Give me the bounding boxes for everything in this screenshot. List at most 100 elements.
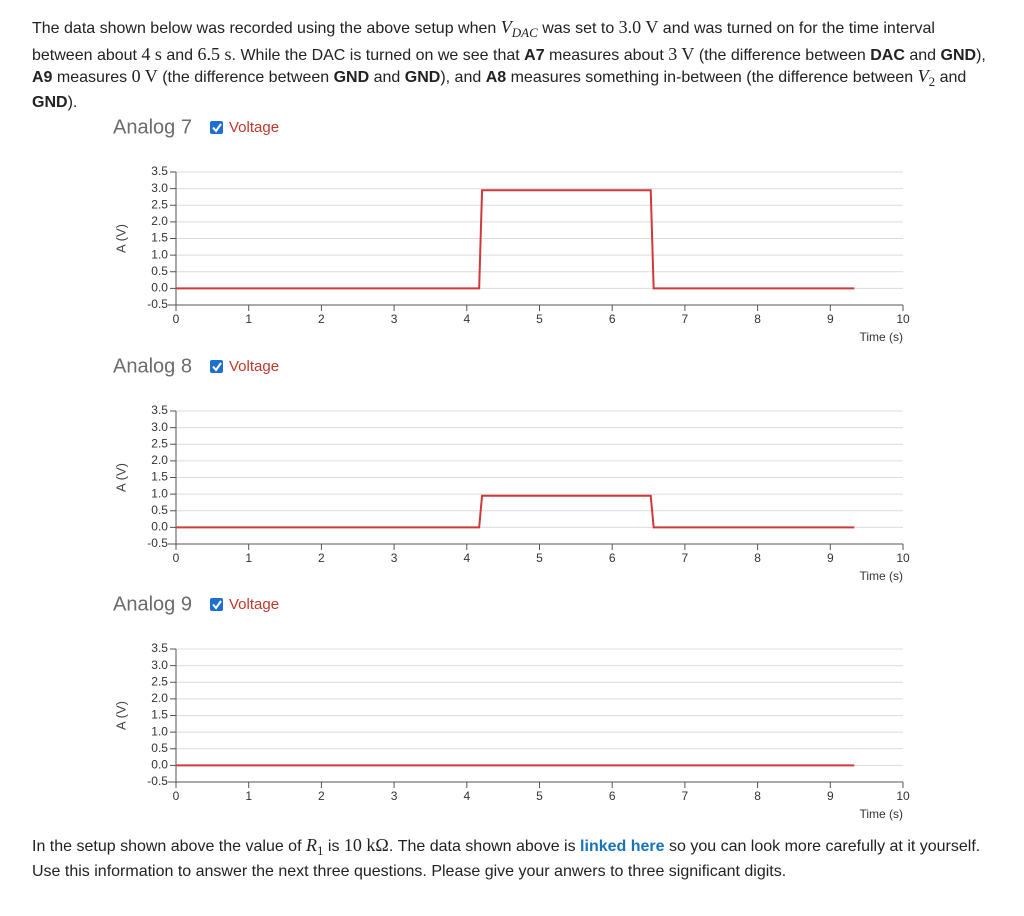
bold-text: A8 — [485, 69, 507, 87]
x-tick-label: 8 — [754, 789, 761, 803]
y-tick-label: 2.0 — [151, 453, 168, 467]
bold-text: GND — [32, 93, 68, 111]
bold-text: DAC — [870, 46, 905, 64]
x-tick-label: 9 — [827, 312, 834, 326]
text: and was turned on for the time interval … — [32, 20, 935, 64]
x-axis-label: Time (s) — [859, 807, 903, 821]
x-tick-label: 1 — [245, 312, 252, 326]
y-tick-label: 1.5 — [151, 469, 168, 483]
math: 4 s — [141, 43, 162, 64]
checkmark — [212, 123, 222, 133]
bold-text: A9 — [32, 69, 53, 87]
x-tick-label: 10 — [896, 789, 910, 803]
bold-text: GND — [404, 69, 441, 87]
x-tick-label: 6 — [609, 789, 616, 803]
bold-text: GND — [940, 46, 977, 64]
text: (the difference between — [157, 69, 334, 87]
checkmark — [212, 361, 222, 372]
x-tick-label: 7 — [682, 312, 689, 326]
y-tick-label: 2.5 — [151, 674, 168, 688]
y-axis-label: A (V) — [113, 463, 128, 492]
chart-title: Analog 7 — [113, 116, 192, 138]
x-tick-label: 7 — [682, 551, 689, 565]
bold-text: GND — [333, 69, 370, 87]
outro-paragraph: In the setup shown above the value of R1… — [32, 835, 994, 882]
x-tick-label: 3 — [391, 789, 398, 803]
checkbox — [210, 359, 223, 373]
math: V — [917, 66, 929, 87]
text: In the setup shown above the value of — [32, 838, 306, 855]
chart-title: Analog 9 — [113, 593, 192, 615]
text: was set to — [537, 20, 619, 37]
checkbox — [210, 121, 223, 134]
x-tick-label: 8 — [754, 551, 761, 565]
text: and — [369, 69, 405, 87]
text: so you can look more carefully at it you… — [32, 838, 981, 880]
x-tick-label: 1 — [245, 789, 252, 803]
text: . The data shown above is — [388, 838, 581, 855]
legend-label: Voltage — [229, 357, 279, 374]
text: . While the DAC is turned on we see that — [231, 46, 525, 64]
bold-text: A7 — [524, 46, 545, 64]
y-tick-label: -0.5 — [147, 774, 168, 788]
math: 10 kΩ — [343, 835, 389, 855]
text: and — [904, 46, 941, 64]
math: 1 — [316, 843, 324, 859]
text: measures about — [544, 46, 669, 64]
x-tick-label: 2 — [318, 551, 325, 565]
text: and — [161, 46, 198, 64]
y-tick-label: 0.0 — [151, 281, 168, 295]
intro-paragraph: The data shown below was recorded using … — [32, 17, 994, 113]
legend-label: Voltage — [229, 596, 279, 613]
x-tick-label: 10 — [896, 312, 910, 326]
math: DAC — [511, 25, 538, 41]
text: ). — [67, 93, 78, 111]
link[interactable]: linked here — [580, 838, 665, 855]
math: 2 — [928, 74, 936, 90]
y-tick-label: 1.0 — [151, 724, 168, 738]
x-axis-label: Time (s) — [859, 569, 903, 583]
chart: Analog 9 Voltage A (V) -0.5 0.0 0.5 1.0 1.5 2.0 2… — [113, 593, 910, 821]
x-axis-label: Time (s) — [859, 330, 903, 344]
math: 3.0 V — [618, 17, 659, 37]
x-tick-label: 7 — [682, 789, 689, 803]
text: is — [323, 838, 344, 855]
y-tick-label: 2.0 — [151, 214, 168, 228]
math: V — [500, 17, 512, 37]
y-tick-label: 3.0 — [151, 658, 168, 672]
y-tick-label: 3.5 — [151, 164, 168, 178]
chart: Analog 7 Voltage A (V) -0.5 0.0 0.5 1.0 1.5 2.0 2… — [113, 116, 910, 344]
y-tick-label: 3.5 — [151, 403, 168, 417]
x-tick-label: 9 — [827, 551, 834, 565]
text: measures — [52, 69, 132, 87]
y-tick-label: 3.5 — [151, 641, 168, 655]
x-tick-label: 2 — [318, 312, 325, 326]
checkmark — [212, 600, 222, 610]
y-tick-label: 1.0 — [151, 486, 168, 500]
x-tick-label: 9 — [827, 789, 834, 803]
x-tick-label: 10 — [896, 551, 910, 565]
text: The data shown below was recorded using … — [32, 20, 501, 37]
x-tick-label: 2 — [318, 789, 325, 803]
data-line — [175, 189, 855, 290]
math: 0 V — [131, 66, 158, 87]
x-tick-label: 3 — [391, 551, 398, 565]
x-tick-label: 3 — [391, 312, 398, 326]
y-axis-label: A (V) — [113, 701, 128, 730]
y-tick-label: -0.5 — [147, 536, 168, 550]
math: 6.5 s — [197, 43, 232, 64]
x-tick-label: 6 — [609, 551, 616, 565]
x-tick-label: 0 — [173, 789, 180, 803]
x-tick-label: 5 — [536, 789, 543, 803]
chart: Analog 8 Voltage A (V) -0.5 0.0 0.5 1.0 1.5 2.0 2… — [113, 355, 910, 583]
checkbox — [210, 598, 223, 611]
y-tick-label: -0.5 — [147, 297, 168, 311]
legend-label: Voltage — [229, 119, 279, 136]
x-tick-label: 5 — [536, 551, 543, 565]
chart-title: Analog 8 — [113, 355, 192, 377]
x-tick-label: 6 — [609, 312, 616, 326]
y-tick-label: 1.0 — [151, 247, 168, 261]
data-line — [175, 494, 855, 528]
x-tick-label: 0 — [173, 551, 180, 565]
